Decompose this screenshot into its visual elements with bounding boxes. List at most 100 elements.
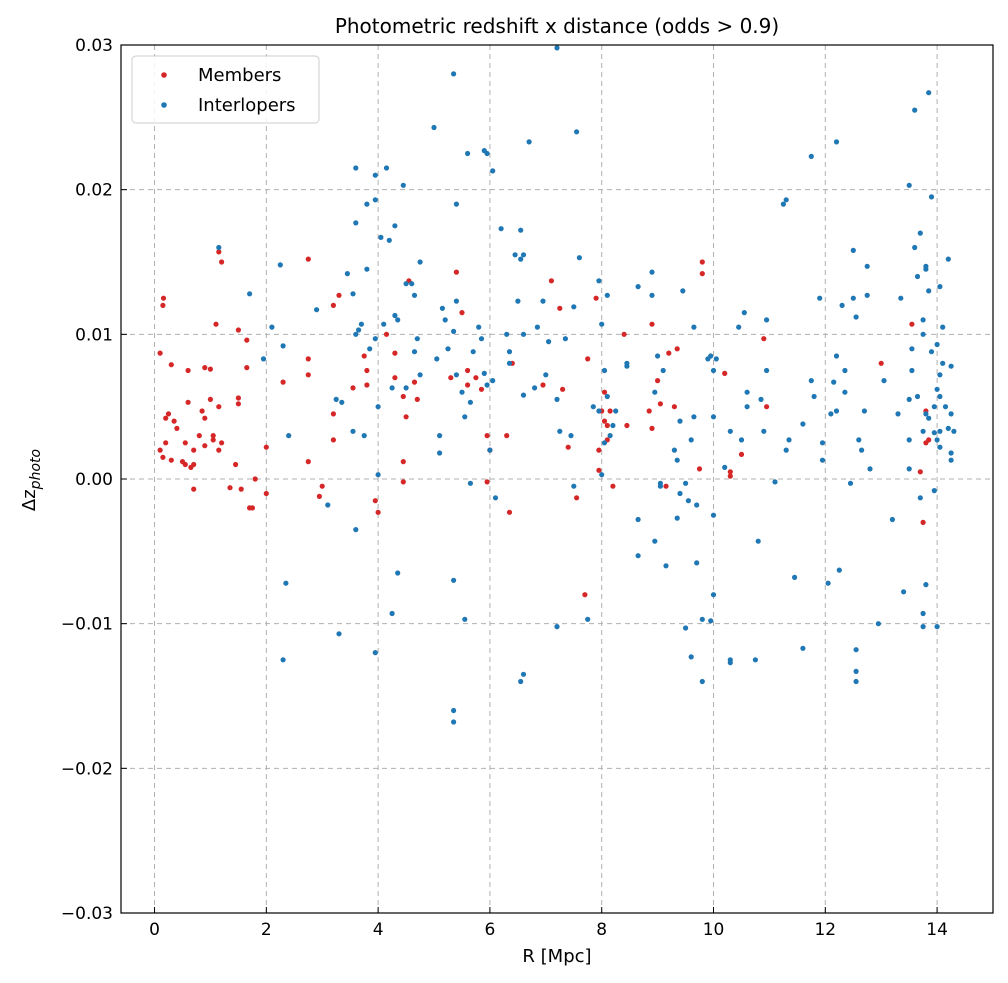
- data-point-members: [392, 375, 398, 381]
- data-point-members: [227, 485, 233, 491]
- data-point-interlopers: [417, 372, 423, 378]
- data-point-interlopers: [506, 349, 513, 355]
- data-point-interlopers: [842, 367, 848, 374]
- data-point-members: [400, 479, 406, 485]
- data-point-members: [601, 389, 608, 395]
- data-point-interlopers: [459, 389, 465, 395]
- data-point-interlopers: [283, 580, 289, 586]
- data-point-interlopers: [836, 567, 842, 573]
- data-point-interlopers: [710, 414, 717, 420]
- data-point-interlopers: [677, 490, 683, 497]
- data-point-members: [235, 401, 241, 407]
- data-point-members: [878, 360, 884, 366]
- data-point-members: [696, 466, 703, 472]
- data-point-interlopers: [920, 428, 926, 434]
- data-point-interlopers: [367, 346, 373, 352]
- data-point-interlopers: [515, 298, 521, 304]
- data-point-interlopers: [937, 428, 943, 434]
- data-point-members: [185, 399, 191, 405]
- data-point-interlopers: [683, 625, 689, 631]
- data-point-interlopers: [596, 278, 602, 284]
- data-point-interlopers: [562, 336, 569, 342]
- data-point-members: [473, 375, 479, 381]
- data-point-interlopers: [571, 483, 577, 489]
- data-point-members: [196, 433, 202, 439]
- data-point-interlopers: [752, 657, 759, 663]
- data-point-interlopers: [381, 321, 387, 327]
- data-point-interlopers: [392, 312, 398, 319]
- y-tick-label: 0.01: [75, 325, 113, 345]
- data-point-interlopers: [800, 421, 806, 427]
- data-point-interlopers: [358, 321, 364, 327]
- data-point-interlopers: [467, 480, 473, 486]
- axis-ticks: 0 2 4 6 8 10 12 14 −0.03 −0.02 −0.01 0.00 0.01 0.02 0.…: [61, 36, 948, 940]
- data-point-interlopers: [926, 415, 932, 421]
- data-point-interlopers: [395, 570, 401, 576]
- data-point-interlopers: [325, 502, 331, 508]
- data-point-interlopers: [333, 396, 339, 402]
- data-point-interlopers: [811, 393, 817, 400]
- data-point-members: [699, 271, 705, 277]
- x-tick-label: 10: [703, 920, 725, 940]
- data-point-interlopers: [400, 182, 406, 188]
- data-point-interlopers: [898, 295, 904, 301]
- data-point-members: [655, 378, 661, 384]
- data-point-interlopers: [339, 399, 345, 405]
- data-point-interlopers: [375, 404, 381, 410]
- data-point-members: [392, 350, 398, 356]
- data-point-members: [727, 469, 733, 475]
- data-point-members: [168, 362, 174, 368]
- data-point-members: [249, 505, 255, 511]
- data-point-interlopers: [576, 255, 583, 261]
- data-point-interlopers: [786, 437, 792, 443]
- data-point-members: [244, 365, 250, 371]
- data-point-interlopers: [353, 165, 359, 171]
- data-point-interlopers: [439, 305, 445, 311]
- data-point-interlopers: [596, 408, 602, 414]
- legend-marker-interlopers: [161, 102, 167, 108]
- data-point-interlopers: [744, 389, 750, 395]
- data-point-interlopers: [277, 262, 283, 268]
- data-point-interlopers: [951, 428, 957, 434]
- data-point-interlopers: [850, 247, 856, 253]
- data-point-interlopers: [361, 433, 367, 439]
- data-point-interlopers: [652, 538, 658, 544]
- data-point-interlopers: [937, 444, 943, 450]
- data-point-interlopers: [364, 266, 370, 272]
- data-point-interlopers: [601, 367, 608, 374]
- data-point-interlopers: [543, 372, 549, 378]
- data-point-interlopers: [478, 336, 485, 342]
- data-point-interlopers: [934, 624, 940, 630]
- x-tick-label: 2: [261, 920, 272, 940]
- data-point-interlopers: [286, 433, 292, 439]
- data-point-interlopers: [462, 414, 468, 420]
- data-point-interlopers: [819, 457, 826, 463]
- data-point-interlopers: [853, 668, 859, 675]
- data-point-interlopers: [518, 227, 524, 233]
- data-point-interlopers: [920, 331, 926, 337]
- data-point-members: [305, 256, 311, 262]
- data-point-members: [624, 422, 630, 429]
- data-point-interlopers: [484, 150, 490, 157]
- data-point-interlopers: [710, 512, 717, 518]
- data-points: [157, 45, 957, 725]
- data-point-interlopers: [783, 447, 789, 453]
- data-point-interlopers: [895, 411, 901, 417]
- data-point-interlopers: [881, 378, 887, 384]
- data-point-interlopers: [520, 331, 527, 337]
- data-point-interlopers: [465, 150, 471, 157]
- data-point-members: [191, 461, 197, 468]
- data-point-interlopers: [635, 516, 641, 523]
- data-point-interlopers: [451, 719, 457, 725]
- data-point-members: [185, 367, 191, 374]
- data-point-interlopers: [833, 408, 840, 414]
- data-point-interlopers: [923, 582, 929, 588]
- data-point-interlopers: [825, 580, 831, 586]
- data-point-interlopers: [828, 411, 834, 417]
- data-point-interlopers: [931, 430, 937, 436]
- data-point-interlopers: [853, 678, 859, 685]
- data-point-members: [657, 401, 664, 407]
- data-point-interlopers: [487, 447, 493, 453]
- data-point-interlopers: [280, 657, 286, 663]
- data-point-interlopers: [780, 201, 787, 207]
